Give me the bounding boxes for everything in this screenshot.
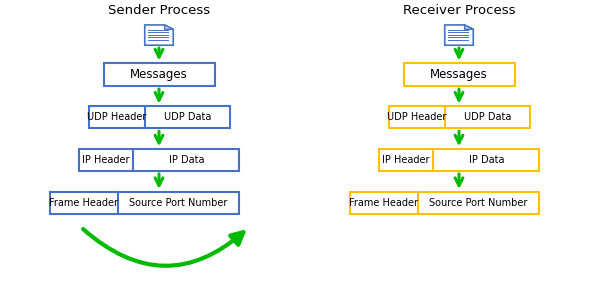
- Text: Messages: Messages: [130, 68, 188, 81]
- Polygon shape: [464, 25, 473, 29]
- Text: UDP Header: UDP Header: [387, 113, 446, 122]
- Text: IP Data: IP Data: [169, 155, 204, 165]
- Text: UDP Data: UDP Data: [464, 113, 511, 122]
- Text: Sender Process: Sender Process: [108, 4, 210, 17]
- FancyBboxPatch shape: [389, 106, 530, 128]
- Text: UDP Header: UDP Header: [87, 113, 146, 122]
- FancyArrowPatch shape: [83, 229, 244, 266]
- Text: Source Port Number: Source Port Number: [429, 198, 527, 208]
- Text: IP Header: IP Header: [382, 155, 430, 165]
- Text: Receiver Process: Receiver Process: [403, 4, 515, 17]
- Text: Messages: Messages: [430, 68, 488, 81]
- FancyBboxPatch shape: [104, 63, 215, 86]
- Text: UDP Data: UDP Data: [164, 113, 211, 122]
- FancyBboxPatch shape: [404, 63, 515, 86]
- Text: IP Data: IP Data: [469, 155, 504, 165]
- FancyBboxPatch shape: [89, 106, 229, 128]
- Polygon shape: [164, 25, 173, 29]
- Polygon shape: [145, 25, 173, 45]
- FancyBboxPatch shape: [50, 192, 239, 214]
- FancyBboxPatch shape: [79, 149, 239, 171]
- Text: Frame Header: Frame Header: [49, 198, 118, 208]
- FancyBboxPatch shape: [349, 192, 539, 214]
- FancyBboxPatch shape: [379, 149, 539, 171]
- Polygon shape: [445, 25, 473, 45]
- Text: Source Port Number: Source Port Number: [129, 198, 227, 208]
- Text: IP Header: IP Header: [82, 155, 130, 165]
- Text: Frame Header: Frame Header: [349, 198, 418, 208]
